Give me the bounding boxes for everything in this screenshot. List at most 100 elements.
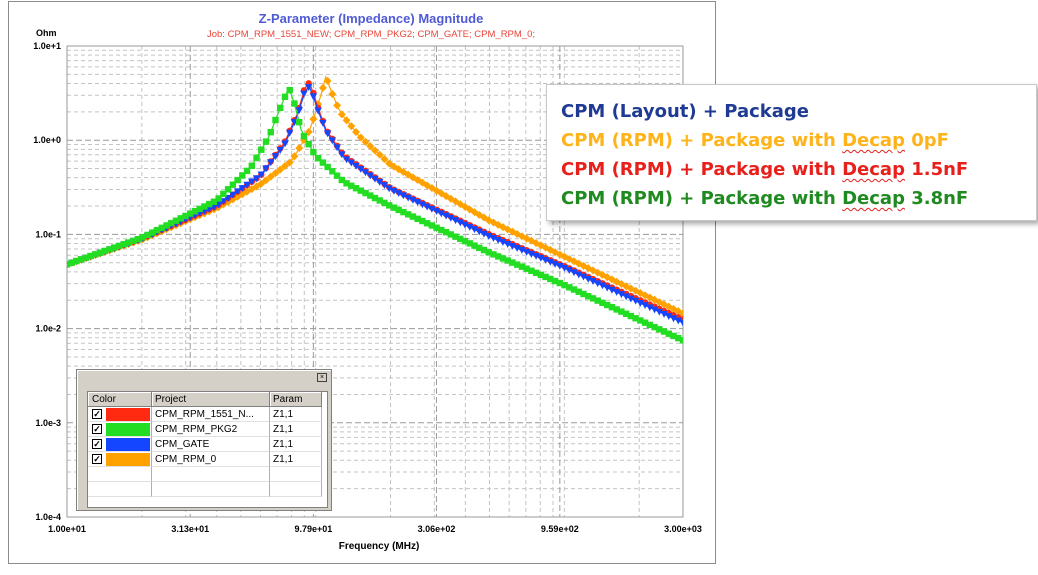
data-point xyxy=(168,219,175,227)
data-point xyxy=(125,239,132,246)
data-point xyxy=(541,256,550,264)
data-point xyxy=(598,282,607,290)
impedance-chart: Z-Parameter (Impedance) Magnitude Job: C… xyxy=(33,11,702,552)
data-point xyxy=(480,246,488,254)
data-point xyxy=(489,234,498,242)
data-point xyxy=(584,275,592,283)
data-point xyxy=(309,93,318,101)
data-point xyxy=(447,231,455,238)
data-point xyxy=(338,151,346,159)
table-row[interactable]: ✓ CPM_RPM_1551_N... Z1,1 xyxy=(88,407,327,422)
data-point xyxy=(641,319,649,326)
data-point xyxy=(679,319,683,327)
y-axis-label: Ohm xyxy=(36,28,57,38)
data-point xyxy=(144,231,151,239)
data-point xyxy=(366,142,375,151)
data-point xyxy=(248,162,255,169)
table-row[interactable]: ✓ CPM_GATE Z1,1 xyxy=(88,437,327,452)
param-cell: Z1,1 xyxy=(270,452,322,467)
data-point xyxy=(650,306,659,314)
data-point xyxy=(537,254,545,262)
data-point xyxy=(361,137,370,146)
data-point xyxy=(309,115,318,124)
data-point xyxy=(641,302,649,310)
data-point xyxy=(258,146,265,153)
data-point xyxy=(456,219,464,227)
data-point xyxy=(338,176,346,184)
data-point xyxy=(182,212,189,220)
data-point xyxy=(594,280,602,288)
data-point xyxy=(357,187,364,194)
data-point xyxy=(328,89,337,98)
data-point xyxy=(395,206,402,214)
data-point xyxy=(442,212,450,220)
data-point xyxy=(432,208,441,216)
data-point xyxy=(319,119,327,127)
data-point xyxy=(490,251,497,258)
data-point xyxy=(271,153,280,161)
data-point xyxy=(622,293,630,301)
data-point xyxy=(503,240,512,248)
data-point xyxy=(106,246,113,253)
data-point xyxy=(238,185,247,192)
data-point xyxy=(409,196,417,204)
data-point xyxy=(177,215,184,222)
legend-text: CPM (RPM) + Package with xyxy=(561,130,843,151)
data-point xyxy=(352,162,360,170)
annotation-legend-item: CPM (RPM) + Package with Decap 0pF xyxy=(561,126,1036,155)
series-cpm-rpm-0 xyxy=(67,75,683,318)
data-point xyxy=(380,155,389,164)
data-point xyxy=(376,178,384,186)
data-point xyxy=(608,286,616,294)
legend-table: Color Project Param ✓ CPM_RPM_1551_N... … xyxy=(87,391,328,508)
data-point xyxy=(381,199,388,207)
data-point xyxy=(499,238,507,246)
data-point xyxy=(376,197,383,204)
visibility-checkbox[interactable]: ✓ xyxy=(92,454,102,464)
table-header-row: Color Project Param xyxy=(88,392,327,407)
data-point xyxy=(433,224,440,231)
data-point xyxy=(565,267,573,274)
color-swatch[interactable] xyxy=(106,453,150,466)
visibility-checkbox[interactable]: ✓ xyxy=(92,409,102,419)
data-point xyxy=(348,182,355,189)
legend-text: CPM (RPM) + Package with xyxy=(561,188,843,209)
column-header-param[interactable]: Param xyxy=(270,392,322,407)
color-swatch[interactable] xyxy=(106,408,150,421)
data-point xyxy=(215,195,222,202)
data-point xyxy=(655,308,664,316)
table-row[interactable]: ✓ CPM_RPM_PKG2 Z1,1 xyxy=(88,422,327,437)
data-point xyxy=(675,334,682,342)
column-header-color[interactable]: Color xyxy=(88,392,152,407)
data-point xyxy=(485,232,493,240)
color-cell: ✓ xyxy=(88,422,152,437)
data-point xyxy=(314,107,322,115)
close-icon[interactable]: × xyxy=(317,373,327,382)
data-point xyxy=(409,213,417,220)
legend-text: 3.8nF xyxy=(904,188,969,209)
data-point xyxy=(480,230,488,238)
table-row[interactable]: ✓ CPM_RPM_0 Z1,1 xyxy=(88,452,327,467)
data-point xyxy=(115,242,123,250)
color-swatch[interactable] xyxy=(106,423,150,436)
data-point xyxy=(499,255,507,262)
color-swatch[interactable] xyxy=(106,438,150,451)
data-point xyxy=(423,203,431,211)
data-point xyxy=(323,76,332,85)
data-point xyxy=(229,191,237,199)
data-point xyxy=(513,229,522,238)
legend-text: CPM (RPM) + Package with xyxy=(561,159,843,180)
data-point xyxy=(224,186,232,193)
column-header-project[interactable]: Project xyxy=(152,392,270,407)
data-point xyxy=(494,236,502,244)
data-point xyxy=(276,165,285,174)
visibility-checkbox[interactable]: ✓ xyxy=(92,424,102,434)
data-point xyxy=(82,254,90,261)
data-point xyxy=(579,273,588,281)
data-point xyxy=(457,235,464,243)
x-tick-label: 3.00e+03 xyxy=(664,524,702,534)
annotation-legend: CPM (Layout) + Package CPM (RPM) + Packag… xyxy=(546,84,1037,221)
visibility-checkbox[interactable]: ✓ xyxy=(92,439,102,449)
data-point xyxy=(371,194,379,202)
data-point xyxy=(547,275,554,283)
